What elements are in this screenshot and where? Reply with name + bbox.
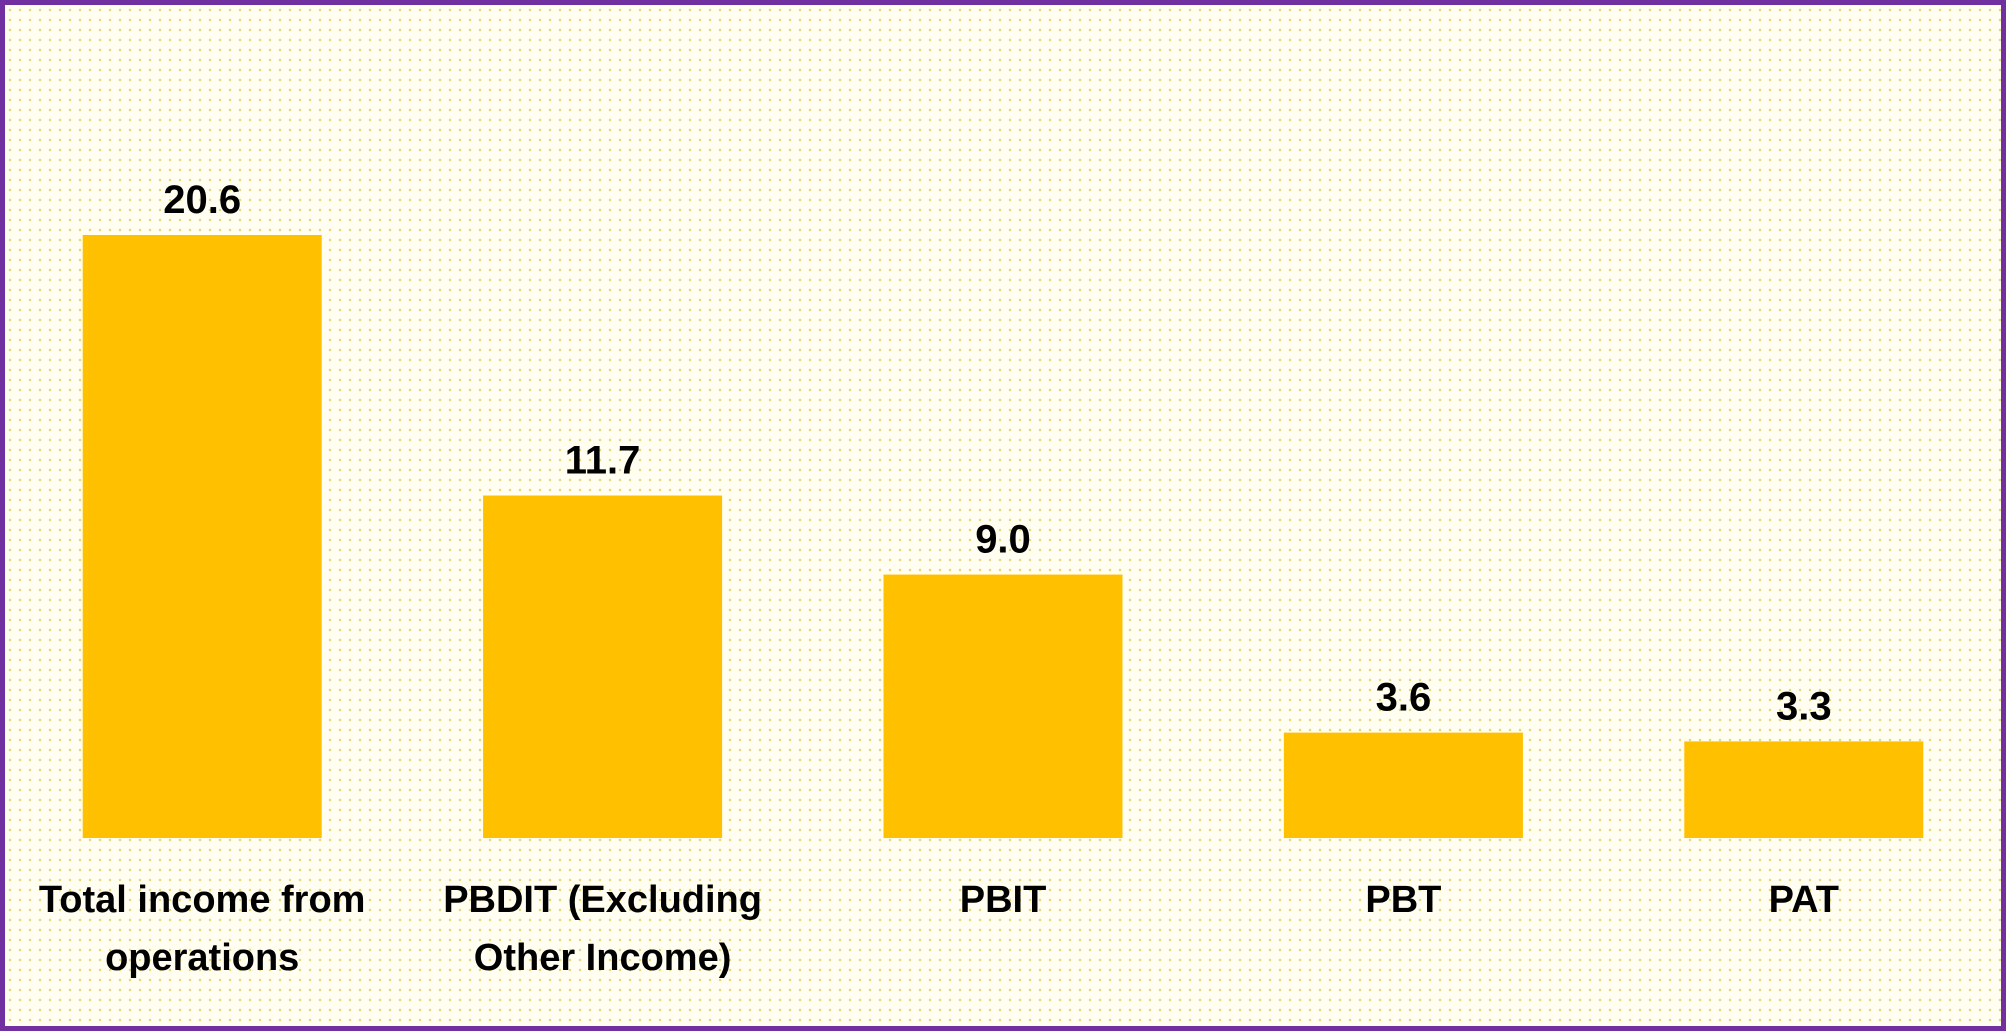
- bar: [883, 574, 1123, 838]
- plot: 20.6 11.7 9.0 3.6 3.3: [82, 178, 1924, 838]
- x-tick-label: PBT: [1365, 879, 1442, 921]
- x-tick-label: PBIT: [959, 879, 1047, 921]
- value-label: 11.7: [565, 439, 641, 483]
- bar: [82, 235, 322, 838]
- value-label: 9.0: [975, 518, 1031, 562]
- bar: [1684, 741, 1924, 838]
- x-tick-label: PAT: [1768, 879, 1839, 921]
- bar: [1283, 732, 1523, 838]
- value-label: 20.6: [163, 178, 241, 222]
- bar: [483, 495, 723, 838]
- x-tick-label: Total income from operations: [38, 879, 366, 979]
- value-label: 3.3: [1776, 684, 1832, 728]
- x-tick-label: PBDIT (Excluding Other Income): [443, 879, 762, 979]
- value-label: 3.6: [1376, 676, 1432, 720]
